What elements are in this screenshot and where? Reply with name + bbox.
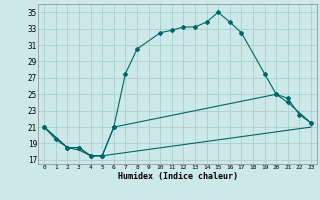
- X-axis label: Humidex (Indice chaleur): Humidex (Indice chaleur): [118, 172, 238, 181]
